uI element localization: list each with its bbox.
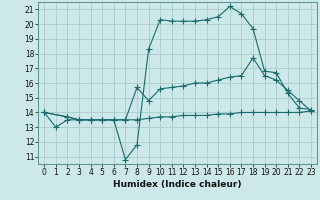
X-axis label: Humidex (Indice chaleur): Humidex (Indice chaleur) [113, 180, 242, 189]
